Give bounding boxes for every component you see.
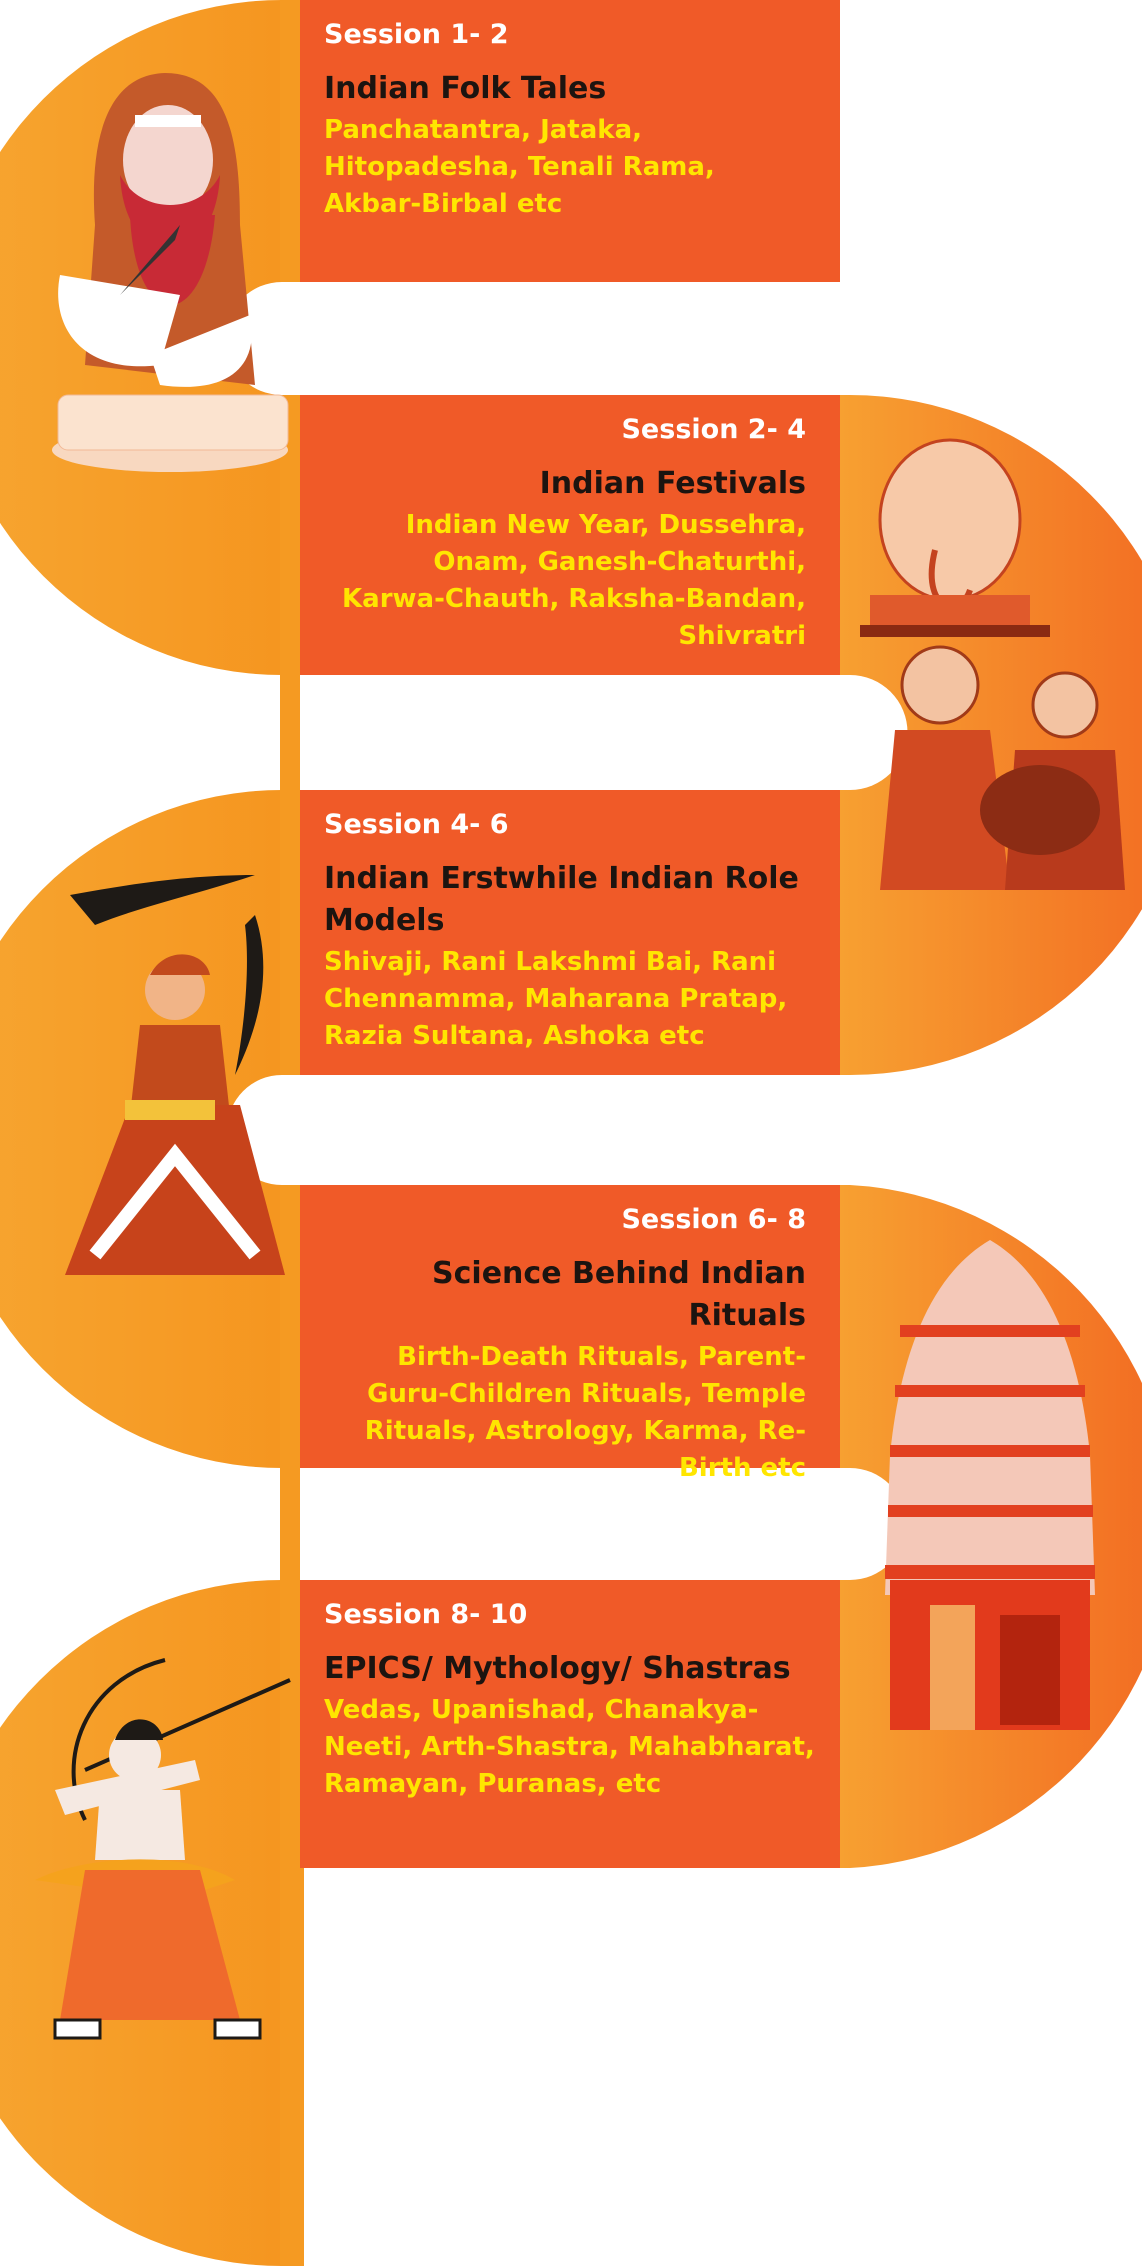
warrior-queen-illustration (65, 875, 285, 1275)
session-label: Session 4- 6 (324, 809, 509, 840)
temple-gopuram-illustration (885, 1240, 1095, 1730)
session-card-2-content: Session 2- 4 Indian Festivals Indian New… (300, 395, 830, 675)
session-topics: Birth-Death Rituals, Parent-Guru-Childre… (364, 1342, 806, 1483)
session-label: Session 2- 4 (621, 414, 806, 445)
session-topics: Indian New Year, Dussehra, Onam, Ganesh-… (342, 510, 806, 651)
session-label: Session 8- 10 (324, 1599, 528, 1630)
session-title: Indian Erstwhile Indian Role Models (324, 861, 799, 938)
session-card-2 (300, 395, 840, 675)
session-topics: Shivaji, Rani Lakshmi Bai, Rani Chennamm… (324, 947, 788, 1051)
sage-writing-illustration (52, 73, 289, 472)
session-label: Session 1- 2 (324, 19, 509, 50)
archer-rama-illustration (35, 1658, 291, 2040)
session-label: Session 6- 8 (621, 1204, 806, 1235)
session-topics: Vedas, Upanishad, Chanakya-Neeti, Arth-S… (324, 1695, 815, 1799)
session-topics: Panchatantra, Jataka, Hitopadesha, Tenal… (324, 115, 715, 219)
session-card-1 (300, 0, 840, 282)
session-card-5 (300, 1580, 840, 1868)
session-card-5-content: Session 8- 10 EPICS/ Mythology/ Shastras… (300, 1580, 840, 1868)
session-title: Science Behind Indian Rituals (432, 1256, 806, 1333)
session-card-1-content: Session 1- 2 Indian Folk Tales Panchatan… (300, 0, 840, 282)
session-card-4 (300, 1185, 840, 1468)
session-card-4-content: Session 6- 8 Science Behind Indian Ritua… (300, 1185, 830, 1483)
session-card-3-content: Session 4- 6 Indian Erstwhile Indian Rol… (300, 790, 840, 1075)
ganesh-procession-illustration (860, 438, 1125, 890)
session-title: Indian Festivals (539, 466, 806, 501)
session-title: Indian Folk Tales (324, 71, 607, 106)
session-title: EPICS/ Mythology/ Shastras (324, 1651, 791, 1686)
session-card-3 (300, 790, 840, 1075)
